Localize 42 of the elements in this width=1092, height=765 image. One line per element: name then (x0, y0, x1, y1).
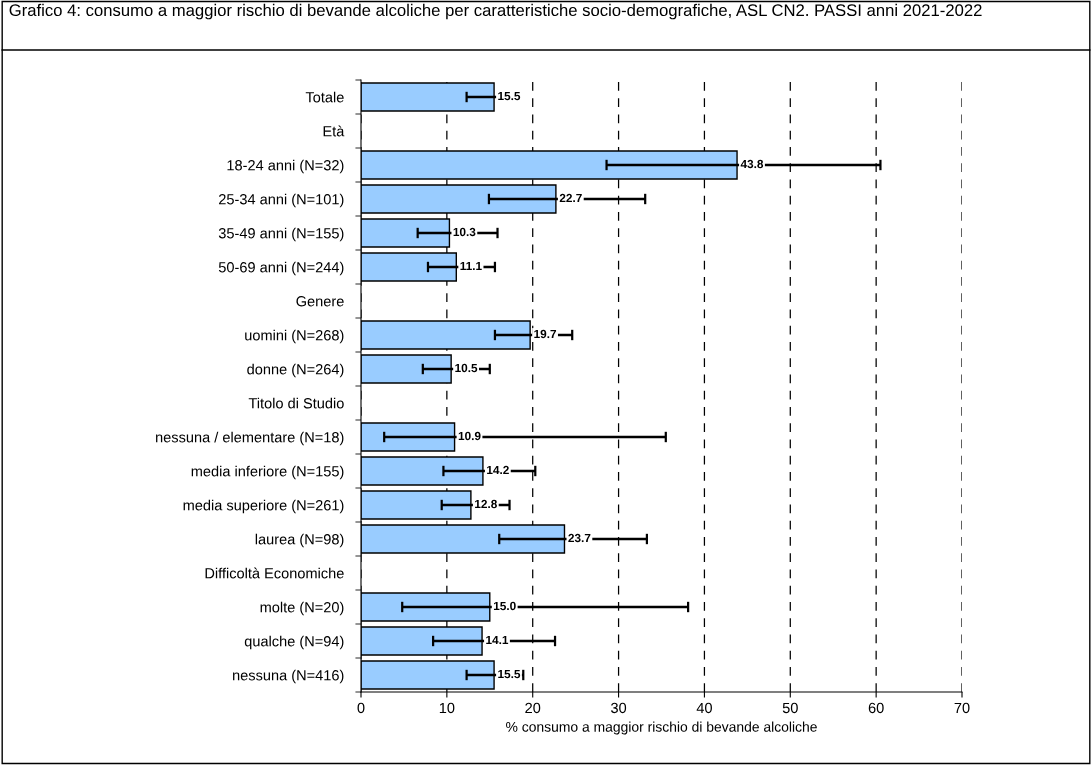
y-tick-label: molte (N=20) (260, 601, 344, 616)
data-label: 15.5 (498, 91, 521, 101)
data-label: 15.0 (493, 601, 516, 611)
data-label: 10.9 (458, 431, 481, 441)
y-tick-label: Età (323, 125, 345, 137)
data-label: 43.8 (740, 159, 764, 169)
data-label: 19.7 (534, 329, 557, 339)
x-tick-label: 70 (954, 702, 970, 714)
y-tick-label: laurea (N=98) (255, 533, 344, 548)
x-tick-label: 50 (782, 702, 798, 714)
y-tick-label: Difficoltà Economiche (205, 567, 344, 579)
x-tick-label: 20 (525, 702, 541, 714)
data-label: 22.7 (559, 193, 582, 203)
y-tick-label: media superiore (N=261) (183, 499, 344, 514)
y-tick-label: Genere (296, 296, 344, 307)
x-tick-label: 0 (357, 702, 365, 714)
data-label: 14.1 (486, 635, 509, 645)
y-tick-label: qualche (N=94) (244, 635, 344, 650)
x-tick-label: 60 (868, 702, 884, 714)
y-tick-label: 25-34 anni (N=101) (219, 193, 344, 208)
x-tick-label: 40 (696, 702, 712, 714)
data-label: 15.5 (498, 669, 521, 679)
chart-title: Grafico 4: consumo a maggior rischio di bevande alcoliche per caratteristiche socio-demografiche, ASL CN2. PASSI anni 2021-2022 (9, 3, 982, 20)
x-tick-label: 10 (439, 702, 455, 714)
y-tick-label: Titolo di Studio (248, 397, 344, 409)
y-tick-label: donne (N=264) (247, 363, 344, 378)
y-tick-label: 18-24 anni (N=32) (227, 159, 344, 174)
y-tick-label: media inferiore (N=155) (191, 465, 344, 480)
x-tick-label: 30 (611, 702, 627, 714)
data-label: 12.8 (475, 499, 497, 509)
y-tick-label: nessuna / elementare (N=18) (156, 431, 344, 446)
data-label: 23.7 (568, 533, 591, 543)
data-label: 10.3 (453, 227, 476, 237)
x-axis-title: % consumo a maggior rischio di bevande alcoliche (506, 721, 817, 735)
data-label: 14.2 (487, 465, 509, 475)
y-tick-label: uomini (N=268) (245, 329, 344, 344)
y-tick-label: nessuna (N=416) (233, 669, 344, 684)
y-tick-label: 35-49 anni (N=155) (218, 227, 344, 242)
data-label: 10.5 (455, 363, 478, 373)
y-tick-label: 50-69 anni (N=244) (218, 261, 344, 276)
data-label: 11.1 (460, 261, 482, 271)
y-tick-label: Totale (305, 91, 344, 103)
